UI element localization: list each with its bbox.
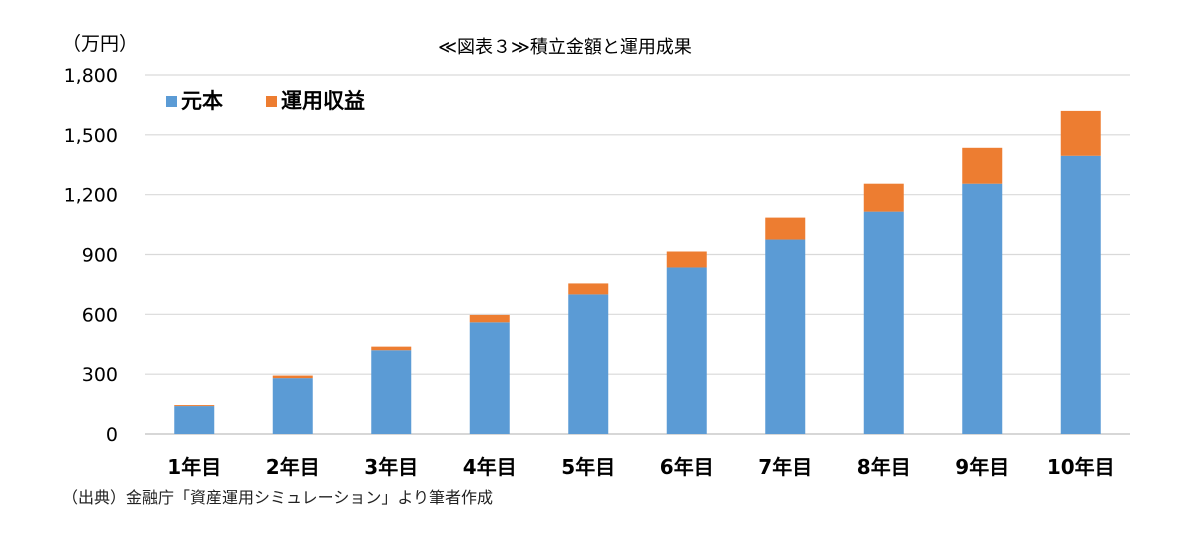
y-tick-label: 1,200 xyxy=(64,185,118,207)
bar-segment xyxy=(174,405,215,407)
bar-segment xyxy=(863,183,904,212)
bar-segment xyxy=(469,322,510,434)
y-tick-label: 300 xyxy=(82,364,118,386)
x-tick-label: 7年目 xyxy=(758,455,812,479)
legend-swatch xyxy=(166,96,177,107)
x-tick-label: 8年目 xyxy=(857,455,911,479)
legend-swatch xyxy=(266,96,277,107)
legend-label: 運用収益 xyxy=(281,89,365,113)
bar-segment xyxy=(371,346,412,351)
bar-segment xyxy=(272,378,313,434)
bar-segment xyxy=(666,251,707,268)
y-unit-label: （万円） xyxy=(62,33,138,55)
x-tick-label: 3年目 xyxy=(364,455,418,479)
legend-label: 元本 xyxy=(181,89,223,113)
x-tick-label: 9年目 xyxy=(955,455,1009,479)
bar-segment xyxy=(1060,110,1101,156)
legend: 元本 運用収益 xyxy=(166,89,365,113)
x-tick-label: 1年目 xyxy=(167,455,221,479)
bar-segment xyxy=(962,147,1003,184)
y-tick-label: 1,800 xyxy=(64,65,118,87)
bar-segment xyxy=(962,183,1003,434)
bar-segment xyxy=(469,314,510,323)
y-tick-label: 600 xyxy=(82,304,118,326)
bar-segment xyxy=(863,211,904,434)
x-tick-label: 10年目 xyxy=(1047,455,1115,479)
y-tick-label: 900 xyxy=(82,245,118,267)
gridlines xyxy=(145,74,1130,435)
y-tick-label: 1,500 xyxy=(64,125,118,147)
bar-segment xyxy=(568,283,609,295)
x-axis-ticks: 1年目 2年目 3年目 4年目 5年目 6年目 7年目 8年目 9年目 10年目 xyxy=(167,455,1114,479)
chart-title: ≪図表３≫積立金額と運用成果 xyxy=(438,37,692,58)
x-tick-label: 6年目 xyxy=(660,455,714,479)
y-axis-ticks: 0 300 600 900 1,200 1,500 1,800 xyxy=(64,65,118,446)
bar-segment xyxy=(272,375,313,379)
bar-segment xyxy=(765,239,806,434)
bar-segment xyxy=(568,294,609,434)
x-tick-label: 5年目 xyxy=(561,455,615,479)
y-tick-label: 0 xyxy=(106,424,118,446)
x-tick-label: 4年目 xyxy=(463,455,517,479)
source-note: （出典）金融庁「資産運用シミュレーション」より筆者作成 xyxy=(62,488,494,507)
bar-segment xyxy=(1060,155,1101,434)
bar-segment xyxy=(666,267,707,434)
bar-segment xyxy=(371,350,412,434)
x-tick-label: 2年目 xyxy=(266,455,320,479)
bar-segment xyxy=(765,217,806,240)
bars xyxy=(174,110,1101,434)
bar-segment xyxy=(174,406,215,434)
